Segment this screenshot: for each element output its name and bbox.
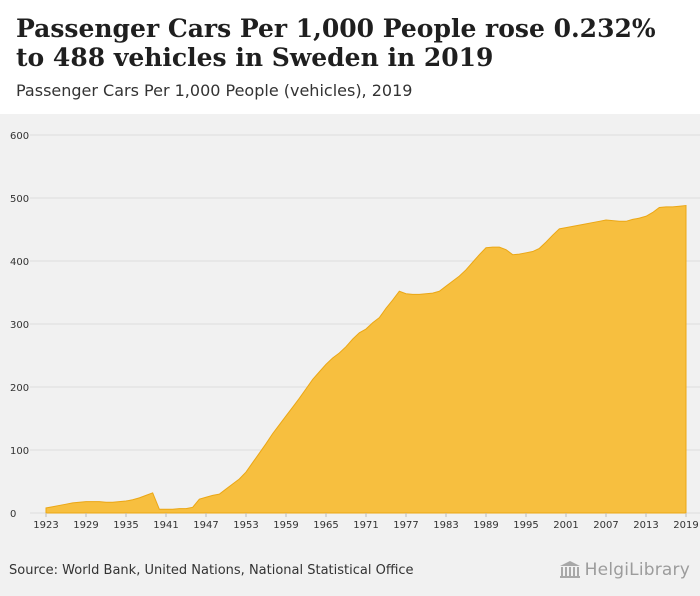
y-tick-label: 100 [10,446,29,457]
x-tick-label: 1935 [113,520,138,531]
x-tick-label: 1923 [33,520,58,531]
logo-text: HelgiLibrary [584,560,690,580]
x-tick-label: 1989 [473,520,498,531]
x-tick-label: 1953 [233,520,258,531]
x-tick-label: 2019 [673,520,698,531]
x-tick-label: 1929 [73,520,98,531]
x-tick-label: 1947 [193,520,218,531]
x-tick-label: 1965 [313,520,338,531]
x-tick-label: 1971 [353,520,378,531]
x-tick-label: 2013 [633,520,658,531]
x-tick-label: 1941 [153,520,178,531]
chart-title: Passenger Cars Per 1,000 People rose 0.2… [16,14,656,72]
x-tick-label: 2001 [553,520,578,531]
area-chart: 0 100 200 300 400 500 600 1923 1929 1935 1941 1947… [10,131,700,531]
y-axis: 0 100 200 300 400 500 600 [10,131,29,520]
y-tick-label: 600 [10,131,29,142]
series-area [45,205,687,514]
x-tick-label: 1995 [513,520,538,531]
library-building-icon [559,561,580,578]
x-tick-label: 1983 [433,520,458,531]
x-tick-label: 1977 [393,520,418,531]
y-tick-label: 400 [10,257,29,268]
y-tick-label: 0 [10,509,16,520]
y-tick-label: 300 [10,320,29,331]
x-axis: 1923 1929 1935 1941 1947 1953 1959 1965 1971 1977… [33,513,699,531]
chart-subtitle: Passenger Cars Per 1,000 People (vehicle… [16,81,413,100]
x-tick-label: 1959 [273,520,298,531]
y-tick-label: 200 [10,383,29,394]
series-area-fill [45,205,687,514]
x-tick-label: 2007 [593,520,618,531]
y-tick-label: 500 [10,194,29,205]
source-note: Source: World Bank, United Nations, Nati… [9,563,414,578]
helgi-library-logo[interactable]: HelgiLibrary [559,560,690,580]
